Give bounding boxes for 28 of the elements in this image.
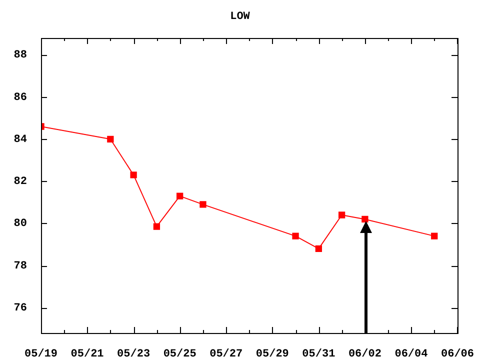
x-tick-label: 06/06 <box>440 348 474 360</box>
y-tick-label: 82 <box>14 176 27 188</box>
chart-title: LOW <box>229 11 251 23</box>
point <box>107 136 114 142</box>
y-tick-label: 84 <box>14 134 28 146</box>
x-tick-label: 05/21 <box>70 348 104 360</box>
point <box>153 223 160 230</box>
point <box>315 245 322 252</box>
x-tick-label: 06/04 <box>394 348 428 360</box>
x-tick-label: 05/25 <box>163 348 197 360</box>
point <box>176 192 184 200</box>
point <box>338 212 346 218</box>
x-tick-label: 05/23 <box>117 348 150 360</box>
x-tick-label: 05/29 <box>256 348 289 360</box>
y-tick-label: 76 <box>14 302 27 314</box>
y-tick-label: 86 <box>14 92 27 104</box>
x-tick-label: 06/02 <box>348 348 382 360</box>
point <box>292 232 299 240</box>
y-tick-label: 78 <box>14 260 28 272</box>
x-tick-label: 05/27 <box>210 348 243 360</box>
point <box>431 232 438 240</box>
x-tick-label: 05/19 <box>24 348 58 360</box>
y-tick-label: 88 <box>14 50 28 62</box>
point <box>200 201 206 208</box>
y-tick-label: 80 <box>14 218 27 230</box>
point <box>362 216 368 223</box>
point <box>130 172 137 178</box>
x-tick-label: 05/31 <box>302 348 336 360</box>
